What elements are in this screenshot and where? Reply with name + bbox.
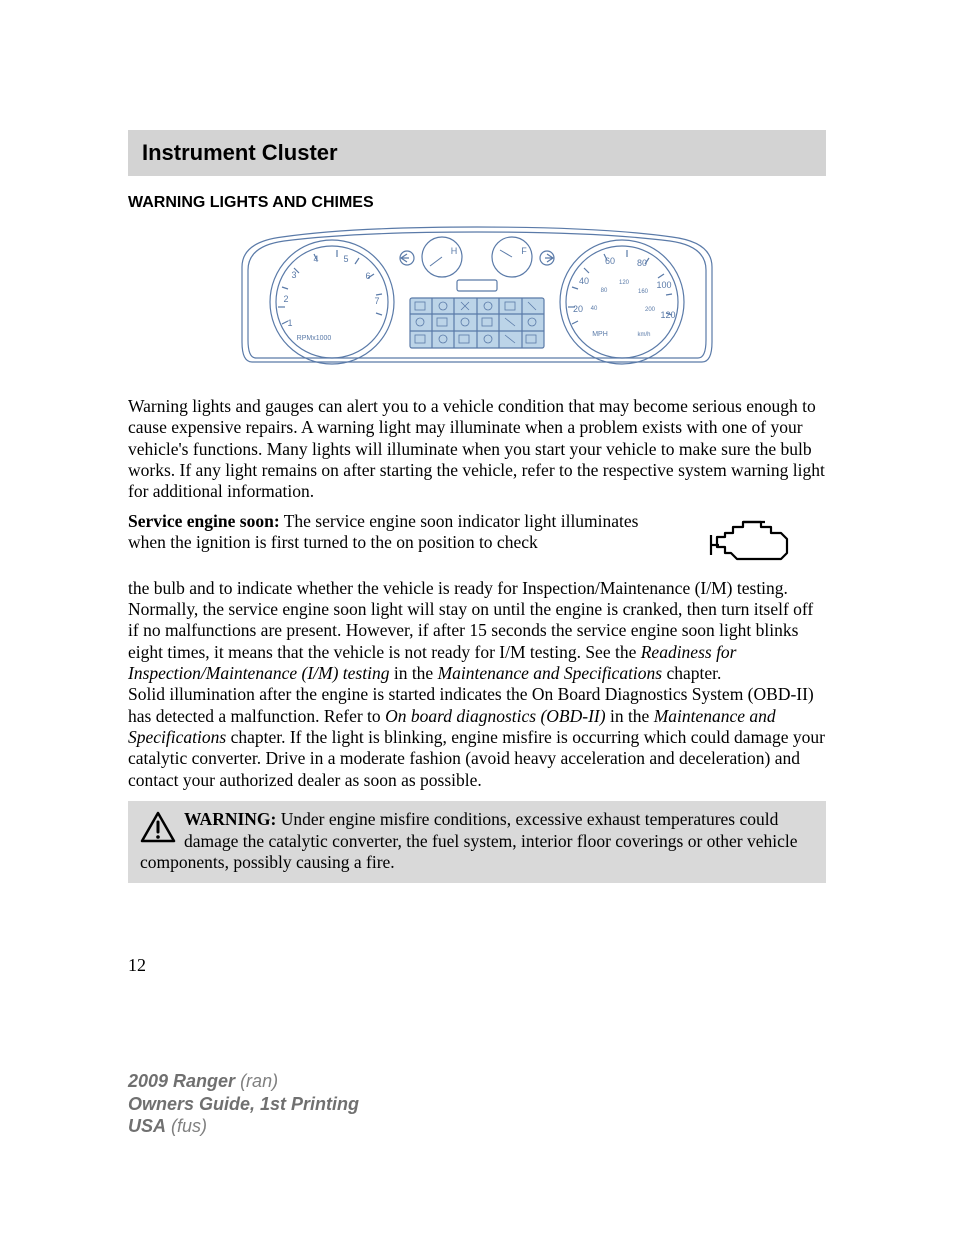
footer-l3-rest: (fus) <box>166 1116 207 1136</box>
tach-label-5: 5 <box>343 254 348 264</box>
page-number: 12 <box>128 955 146 976</box>
mph-80: 80 <box>637 258 647 268</box>
warning-text: WARNING: Under engine misfire conditions… <box>140 809 814 873</box>
tach-label-1: 1 <box>287 318 292 328</box>
footer-line-1: 2009 Ranger (ran) <box>128 1070 359 1093</box>
ses-p2b: in the <box>606 706 654 726</box>
mph-40: 40 <box>579 276 589 286</box>
tach-label-2: 2 <box>283 294 288 304</box>
tach-unit: RPMx1000 <box>297 335 332 342</box>
mph-120: 120 <box>660 310 675 320</box>
tach-label-3: 3 <box>291 270 296 280</box>
footer-region: USA <box>128 1116 166 1136</box>
chapter-header-bar: Instrument Cluster <box>128 130 826 176</box>
fuel-full: F <box>521 246 527 256</box>
section-heading: WARNING LIGHTS AND CHIMES <box>128 194 826 212</box>
mph-20: 20 <box>573 304 583 314</box>
intro-paragraph: Warning lights and gauges can alert you … <box>128 396 826 503</box>
footer-l1-rest: (ran) <box>235 1071 278 1091</box>
ses-p2c: chapter. If the light is blinking, engin… <box>128 727 825 790</box>
ses-lead-bold: Service engine soon: <box>128 511 280 531</box>
temp-hot: H <box>451 246 458 256</box>
warning-triangle-icon <box>140 811 176 848</box>
warning-label: WARNING: <box>184 809 276 829</box>
footer-model: 2009 Ranger <box>128 1071 235 1091</box>
kmh-120: 120 <box>619 280 630 286</box>
kmh-unit: km/h <box>637 332 650 338</box>
service-engine-soon-block: Service engine soon: The service engine … <box>128 511 826 576</box>
kmh-40: 40 <box>591 306 598 312</box>
tach-label-7: 7 <box>374 296 379 306</box>
ses-p2-it1: On board diagnostics (OBD-II) <box>385 706 606 726</box>
chapter-title: Instrument Cluster <box>142 140 812 166</box>
footer: 2009 Ranger (ran) Owners Guide, 1st Prin… <box>128 1070 359 1138</box>
warning-box: WARNING: Under engine misfire conditions… <box>128 801 826 883</box>
kmh-200: 200 <box>645 307 656 313</box>
ses-paragraph-2: Solid illumination after the engine is s… <box>128 684 826 791</box>
ses-continuation-1: the bulb and to indicate whether the veh… <box>128 578 826 685</box>
kmh-160: 160 <box>638 289 649 295</box>
mph-100: 100 <box>656 280 671 290</box>
footer-line-3: USA (fus) <box>128 1115 359 1138</box>
ses-cont2: in the <box>389 663 437 683</box>
kmh-80: 80 <box>601 288 608 294</box>
ses-italic2: Maintenance and Specifications <box>438 663 663 683</box>
tach-label-4: 4 <box>313 254 318 264</box>
tach-label-6: 6 <box>365 271 370 281</box>
engine-icon <box>656 511 826 576</box>
instrument-cluster-diagram: 1 2 3 4 5 6 7 RPMx1000 20 40 60 80 100 1… <box>232 222 722 382</box>
mph-unit: MPH <box>592 331 608 338</box>
ses-cont3: chapter. <box>662 663 721 683</box>
footer-line-2: Owners Guide, 1st Printing <box>128 1093 359 1116</box>
mph-60: 60 <box>605 256 615 266</box>
